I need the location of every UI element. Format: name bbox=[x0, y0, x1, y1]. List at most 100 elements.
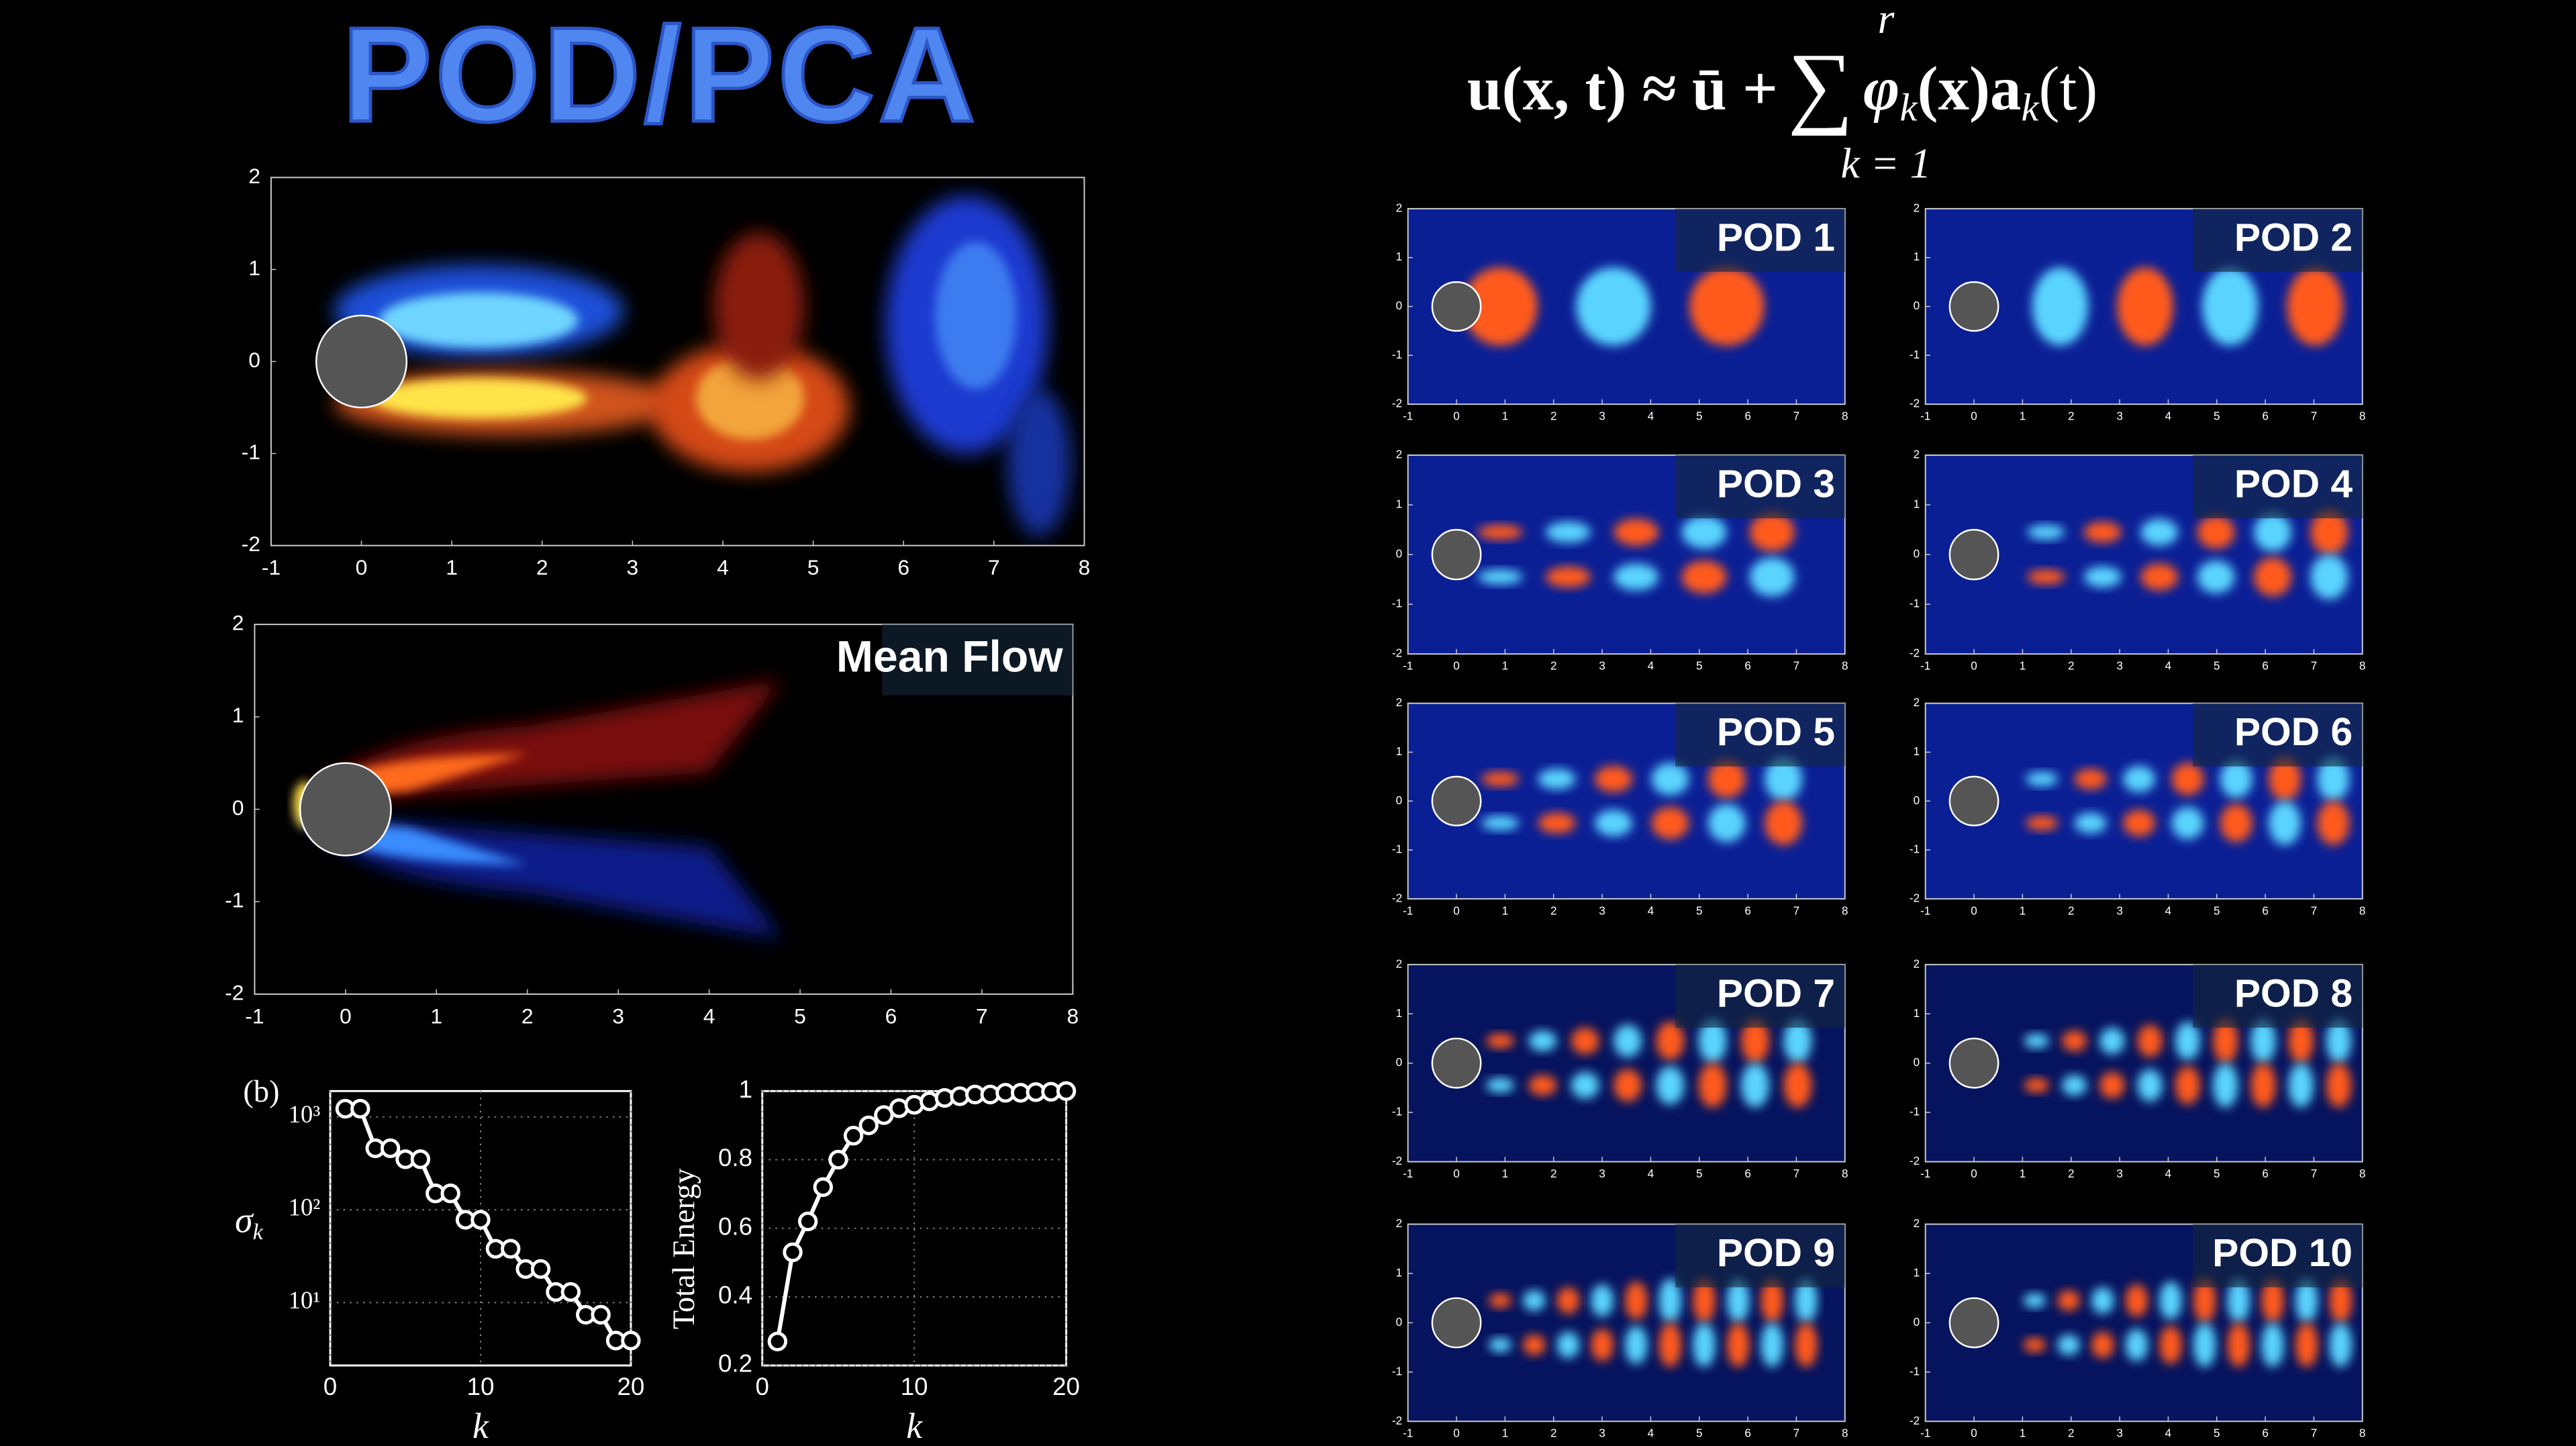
flow-structure bbox=[1489, 1337, 1512, 1353]
y-tick-label: -1 bbox=[225, 888, 244, 912]
panel-label: POD 8 bbox=[2234, 971, 2352, 1015]
flow-structure bbox=[2287, 267, 2344, 346]
x-tick-label: 7 bbox=[1793, 1427, 1800, 1440]
x-tick-label: -1 bbox=[1920, 659, 1930, 673]
flow-structure bbox=[2057, 1290, 2080, 1311]
y-tick-label: -2 bbox=[1910, 646, 1920, 660]
flow-structure bbox=[1795, 1278, 1818, 1323]
x-tick-label: 0 bbox=[1453, 409, 1460, 423]
flow-structure bbox=[2288, 1018, 2314, 1063]
equation-part: k bbox=[1899, 86, 1918, 130]
flow-structure bbox=[1693, 1278, 1716, 1323]
flow-structure bbox=[2227, 1322, 2250, 1367]
x-tick-label: 7 bbox=[1793, 409, 1800, 423]
flow-structure bbox=[1614, 1069, 1642, 1102]
equation: u(x, t) ≈ ū + ∑ φk(x)ak(t) bbox=[1467, 34, 2098, 136]
flow-structure bbox=[2023, 1293, 2046, 1308]
flow-structure bbox=[1545, 566, 1591, 587]
label-backdrop bbox=[1675, 1224, 1845, 1288]
flow-structure bbox=[1658, 1322, 1682, 1367]
data-point bbox=[380, 1138, 401, 1159]
x-tick-label: 6 bbox=[2262, 659, 2269, 673]
flow-structure bbox=[1591, 1284, 1614, 1317]
x-tick-label: 4 bbox=[717, 555, 729, 579]
x-axis-label: k bbox=[906, 1406, 923, 1446]
panel-label: POD 3 bbox=[1717, 463, 1835, 506]
y-tick-label: 2 bbox=[1914, 201, 1920, 214]
x-tick-label: -1 bbox=[1403, 409, 1413, 423]
x-tick-label: 4 bbox=[1648, 659, 1654, 673]
x-tick-label: 4 bbox=[1648, 1427, 1654, 1440]
x-tick-label: 2 bbox=[2068, 409, 2075, 423]
flow-structure bbox=[2123, 810, 2155, 836]
y-tick-label: 0 bbox=[1396, 1315, 1403, 1329]
flow-structure bbox=[1595, 810, 1632, 836]
y-tick-label: -2 bbox=[1392, 891, 1402, 904]
x-tick-label: 4 bbox=[1648, 409, 1654, 423]
panel-label: Mean Flow bbox=[836, 632, 1063, 681]
flow-structure bbox=[2220, 804, 2252, 842]
y-tick-label: 0.4 bbox=[718, 1282, 752, 1309]
y-tick-label: 1 bbox=[1914, 250, 1920, 263]
flow-structure bbox=[2171, 763, 2204, 796]
x-tick-label: 2 bbox=[1550, 1427, 1557, 1440]
equation-lower: k = 1 bbox=[1841, 139, 1932, 187]
data-point bbox=[560, 1282, 581, 1302]
label-backdrop bbox=[2193, 703, 2363, 767]
flow-structure bbox=[2137, 1069, 2163, 1102]
panel-label: POD 2 bbox=[2234, 215, 2352, 259]
x-tick-label: 2 bbox=[1550, 1167, 1557, 1180]
flow-structure bbox=[1486, 1077, 1515, 1093]
x-tick-label: 4 bbox=[1648, 904, 1654, 917]
data-point bbox=[350, 1098, 370, 1119]
y-tick-label: 0 bbox=[1396, 547, 1403, 561]
flow-structure bbox=[2227, 1278, 2250, 1323]
flow-structure bbox=[2250, 1018, 2276, 1063]
flow-structure bbox=[1591, 1329, 1614, 1361]
equation-upper: r bbox=[1878, 0, 1895, 42]
y-tick-label: 2 bbox=[1396, 1216, 1403, 1230]
x-tick-label: 8 bbox=[1842, 1167, 1848, 1180]
flow-structure bbox=[1658, 1278, 1682, 1323]
x-tick-label: 5 bbox=[1696, 1427, 1703, 1440]
flow-structure bbox=[1761, 1322, 1783, 1367]
label-backdrop bbox=[1675, 455, 1845, 519]
data-point bbox=[591, 1304, 611, 1325]
cylinder bbox=[1431, 775, 1482, 826]
x-tick-label: 5 bbox=[1696, 659, 1703, 673]
flow-structure bbox=[2027, 569, 2065, 585]
y-tick-label: 0 bbox=[1396, 1055, 1403, 1069]
y-tick-label: 1 bbox=[1914, 497, 1920, 511]
x-tick-label: 6 bbox=[1744, 1167, 1751, 1180]
flow-structure bbox=[1656, 1021, 1685, 1061]
x-tick-label: 7 bbox=[1793, 904, 1800, 917]
flow-structure bbox=[1523, 1335, 1546, 1355]
flow-structure bbox=[2295, 1322, 2318, 1367]
flow-structure bbox=[2125, 1284, 2148, 1317]
flow-structure bbox=[1726, 1322, 1750, 1367]
flow-structure bbox=[1698, 1018, 1727, 1063]
flow-structure bbox=[2091, 1331, 2114, 1359]
x-tick-label: 0 bbox=[356, 555, 368, 579]
flow-structure bbox=[2023, 1337, 2046, 1353]
x-tick-label: 5 bbox=[1696, 409, 1703, 423]
flow-structure bbox=[1761, 1278, 1783, 1323]
flow-structure bbox=[2099, 1071, 2125, 1099]
y-tick-label: 2 bbox=[1914, 1216, 1920, 1230]
x-tick-label: 0 bbox=[1971, 409, 1977, 423]
data-point bbox=[1056, 1081, 1077, 1101]
y-tick-label: 2 bbox=[1396, 448, 1403, 461]
x-tick-label: 7 bbox=[1793, 1167, 1800, 1180]
flow-structure bbox=[2193, 1322, 2216, 1367]
flow-structure bbox=[2329, 1278, 2352, 1323]
label-backdrop bbox=[2193, 208, 2363, 272]
flow-structure bbox=[1624, 1325, 1648, 1365]
flow-structure bbox=[2326, 1018, 2351, 1063]
flow-structure bbox=[1741, 1063, 1769, 1108]
x-tick-label: 2 bbox=[536, 555, 548, 579]
panel-label: POD 6 bbox=[2234, 710, 2352, 754]
flow-structure bbox=[1783, 1063, 1812, 1108]
x-tick-label: 2 bbox=[1550, 659, 1557, 673]
x-tick-label: 4 bbox=[1648, 1167, 1654, 1180]
flow-structure bbox=[1651, 807, 1689, 840]
